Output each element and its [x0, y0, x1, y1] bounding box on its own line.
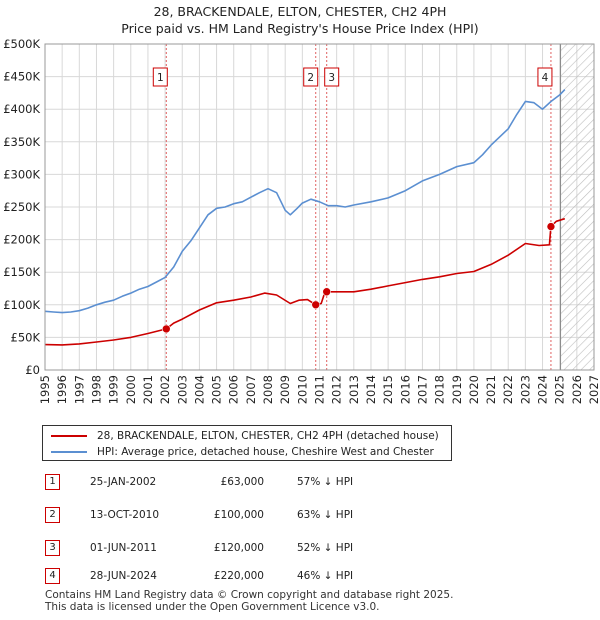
- y-tick-label: £300K: [3, 167, 40, 181]
- y-tick-label: £50K: [11, 330, 41, 344]
- legend-swatch-hpi: [51, 451, 87, 453]
- x-tick-label: 2021: [484, 375, 498, 404]
- y-tick-label: £100K: [3, 298, 40, 312]
- x-tick-label: 2027: [587, 375, 600, 404]
- table-row: 4 28-JUN-2024 £220,000 46% ↓ HPI: [42, 568, 462, 584]
- x-tick-label: 1995: [38, 375, 52, 404]
- plot-border: [44, 43, 595, 371]
- footer: Contains HM Land Registry data © Crown c…: [45, 589, 454, 613]
- table-row: 3 01-JUN-2011 £120,000 52% ↓ HPI: [42, 540, 462, 556]
- x-tick-label: 2009: [278, 375, 292, 404]
- x-tick-label: 1998: [89, 375, 103, 404]
- sale-badge: [303, 67, 319, 87]
- y-tick-label: £400K: [3, 102, 40, 116]
- x-tick-label: 2024: [536, 375, 550, 404]
- x-tick-label: 2006: [227, 375, 241, 404]
- x-tick-label: 2000: [124, 375, 138, 404]
- transaction-date: 01-JUN-2011: [90, 542, 157, 554]
- x-tick-label: 2026: [570, 375, 584, 404]
- x-tick-label: 2016: [398, 375, 412, 404]
- sale-badge-label: 4: [542, 72, 549, 84]
- sale-point: [322, 287, 332, 297]
- transaction-number: 3: [45, 540, 60, 556]
- price-chart: 1 2 3 4 £0 £50K £100K £150K £200K £250K £300K £350…: [3, 37, 600, 404]
- y-tick-label: £450K: [3, 70, 40, 84]
- legend-swatch-property: [51, 435, 87, 437]
- x-tick-label: 2018: [433, 375, 447, 404]
- sale-points: [161, 222, 556, 334]
- x-tick-label: 2014: [364, 375, 378, 404]
- x-tick-label: 2007: [244, 375, 258, 404]
- x-tick-label: 1996: [55, 375, 69, 404]
- sale-badge: [152, 67, 168, 87]
- legend-item-hpi: HPI: Average price, detached house, Ches…: [51, 444, 434, 460]
- x-tick-label: 1997: [72, 375, 86, 404]
- transaction-hpi: 52% ↓ HPI: [297, 542, 354, 554]
- sale-badge: [324, 67, 340, 87]
- table-row: 1 25-JAN-2002 £63,000 57% ↓ HPI: [42, 474, 462, 490]
- transaction-number: 1: [45, 474, 60, 490]
- y-tick-label: £0: [25, 363, 40, 377]
- x-tick-label: 2019: [450, 375, 464, 404]
- x-tick-label: 1999: [107, 375, 121, 404]
- transaction-hpi: 63% ↓ HPI: [297, 509, 354, 521]
- chart-title: 28, BRACKENDALE, ELTON, CHESTER, CH2 4PH…: [0, 3, 600, 37]
- sale-point: [161, 324, 171, 334]
- x-tick-label: 2011: [313, 375, 327, 404]
- x-tick-label: 2001: [141, 375, 155, 404]
- transaction-hpi: 57% ↓ HPI: [297, 476, 354, 488]
- x-tick-label: 2020: [467, 375, 481, 404]
- axes: £0 £50K £100K £150K £200K £250K £300K £350K £400…: [3, 37, 600, 404]
- sale-badges: 1 2 3 4: [152, 67, 553, 87]
- x-tick-label: 2002: [158, 375, 172, 404]
- transaction-hpi: 46% ↓ HPI: [297, 570, 354, 582]
- legend: 28, BRACKENDALE, ELTON, CHESTER, CH2 4PH…: [42, 425, 452, 461]
- transaction-number: 2: [45, 507, 60, 523]
- x-tick-label: 2023: [518, 375, 532, 404]
- x-tick-label: 2017: [415, 375, 429, 404]
- y-tick-label: £350K: [3, 135, 40, 149]
- transaction-price: £120,000: [213, 542, 264, 554]
- footer-copyright: Contains HM Land Registry data © Crown c…: [45, 589, 454, 601]
- forecast-region: [560, 44, 594, 370]
- y-tick-label: £200K: [3, 233, 40, 247]
- transaction-price: £63,000: [220, 476, 264, 488]
- x-tick-label: 2025: [553, 375, 567, 404]
- x-tick-label: 2005: [210, 375, 224, 404]
- x-tick-label: 2008: [261, 375, 275, 404]
- x-tick-label: 2012: [330, 375, 344, 404]
- transaction-date: 28-JUN-2024: [90, 570, 157, 582]
- legend-label-hpi: HPI: Average price, detached house, Ches…: [97, 446, 434, 458]
- transaction-price: £220,000: [213, 570, 264, 582]
- transaction-date: 13-OCT-2010: [90, 509, 159, 521]
- legend-label-property: 28, BRACKENDALE, ELTON, CHESTER, CH2 4PH…: [97, 430, 439, 442]
- forecast-hatch: [560, 44, 594, 370]
- hpi-line: [45, 89, 566, 314]
- chart-subtitle: Price paid vs. HM Land Registry's House …: [121, 21, 479, 36]
- sale-point: [311, 300, 321, 310]
- transaction-price: £100,000: [213, 509, 264, 521]
- y-tick-label: £150K: [3, 265, 40, 279]
- transaction-date: 25-JAN-2002: [90, 476, 157, 488]
- sale-badge-label: 1: [157, 72, 164, 84]
- y-tick-label: £500K: [3, 37, 40, 51]
- x-tick-label: 2022: [501, 375, 515, 404]
- y-tick-label: £250K: [3, 200, 40, 214]
- x-tick-label: 2010: [295, 375, 309, 404]
- x-tick-label: 2004: [192, 375, 206, 404]
- footer-licence: This data is licensed under the Open Gov…: [45, 600, 380, 613]
- x-tick-label: 2015: [381, 375, 395, 404]
- transaction-number: 4: [45, 568, 60, 584]
- x-tick-label: 2003: [175, 375, 189, 404]
- legend-item-property: 28, BRACKENDALE, ELTON, CHESTER, CH2 4PH…: [51, 428, 439, 444]
- sale-badge-label: 3: [328, 72, 335, 84]
- x-tick-label: 2013: [347, 375, 361, 404]
- sale-point: [546, 222, 556, 231]
- grid: [44, 43, 595, 371]
- sale-badge-label: 2: [307, 72, 314, 84]
- chart-title-address: 28, BRACKENDALE, ELTON, CHESTER, CH2 4PH: [153, 4, 447, 19]
- sale-badge: [537, 67, 553, 87]
- table-row: 2 13-OCT-2010 £100,000 63% ↓ HPI: [42, 507, 462, 523]
